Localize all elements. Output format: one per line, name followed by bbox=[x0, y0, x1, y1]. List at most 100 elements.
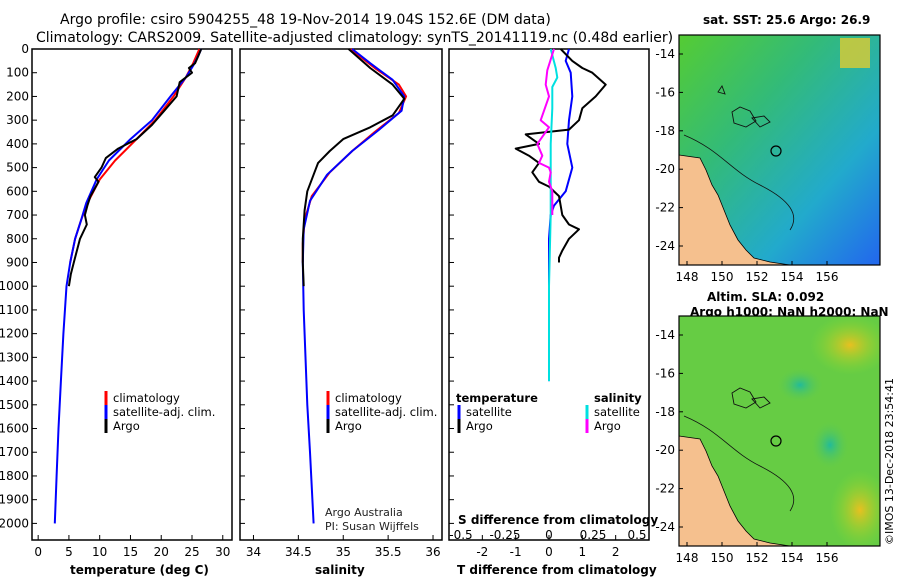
difference-tick-labels: -2 -1 0 1 2 -0.5 -0.25 0 0.25 0.5 bbox=[449, 528, 646, 559]
depth-tick-label: 1900 bbox=[0, 493, 29, 507]
map-y-tick-label: -22 bbox=[655, 201, 675, 215]
map-y-tick-label: -16 bbox=[655, 85, 675, 99]
map-x-tick-label: 152 bbox=[746, 270, 769, 284]
depth-tick-label: 600 bbox=[6, 184, 29, 198]
legend-s-satellite: satellite bbox=[594, 405, 640, 419]
depth-tick-label: 1700 bbox=[0, 445, 29, 459]
salinity-xlabel: salinity bbox=[315, 563, 365, 577]
argo-line bbox=[301, 48, 406, 287]
sst-map-panel: sat. SST: 25.6 Argo: 26.9 148 150 152 154 15… bbox=[655, 13, 881, 284]
sla-high-blob-1 bbox=[810, 316, 880, 375]
map-x-tick-label: 150 bbox=[711, 270, 734, 284]
sst-map-tick-labels: 148 150 152 154 156 -14 -16 -18 -20 -22 -24 bbox=[655, 47, 838, 284]
x-tick-label: 35 bbox=[336, 545, 351, 559]
map-y-tick-label: -14 bbox=[655, 47, 675, 61]
map-x-tick-label: 156 bbox=[816, 551, 839, 565]
sla-map-frame bbox=[678, 315, 881, 547]
temperature-legend: climatology satellite-adj. clim. Argo bbox=[104, 391, 215, 433]
legend-satellite: satellite-adj. clim. bbox=[113, 405, 215, 419]
map-y-tick-label: -20 bbox=[655, 443, 675, 457]
x-tick-label: 30 bbox=[215, 545, 230, 559]
temperature-axes bbox=[31, 48, 233, 541]
sla-map-panel: Altim. SLA: 0.092 Argo h1000: NaN h2000:… bbox=[655, 290, 888, 565]
temperature-tick-labels: 0 5 10 15 20 25 30 bbox=[34, 535, 230, 559]
x-tick-label: 36 bbox=[425, 545, 440, 559]
map-x-tick-label: 148 bbox=[676, 270, 699, 284]
legend-s-argo: Argo bbox=[594, 419, 621, 433]
depth-tick-label: 1500 bbox=[0, 398, 29, 412]
salinity-series bbox=[301, 48, 408, 524]
map-x-tick-label: 156 bbox=[816, 270, 839, 284]
legend-t-argo: Argo bbox=[466, 419, 493, 433]
map-x-tick-label: 148 bbox=[676, 551, 699, 565]
legend-salinity-heading: salinity bbox=[594, 391, 642, 405]
map-x-tick-label: 154 bbox=[781, 551, 804, 565]
depth-tick-label: 400 bbox=[6, 137, 29, 151]
sla-map-tick-labels: 148 150 152 154 156 -14 -16 -18 -20 -22 -24 bbox=[655, 328, 838, 565]
x-tick-label: -1 bbox=[510, 545, 522, 559]
depth-tick-label: 1000 bbox=[0, 279, 29, 293]
sst-reef-1 bbox=[731, 106, 757, 128]
salinity-legend: climatology satellite-adj. clim. Argo bbox=[326, 391, 437, 433]
difference-panel: -2 -1 0 1 2 -0.5 -0.25 0 0.25 0.5 T difference fr… bbox=[448, 48, 658, 577]
legend-climatology: climatology bbox=[113, 391, 180, 405]
sla-low-blob-1 bbox=[776, 367, 824, 403]
depth-tick-label: 500 bbox=[6, 161, 29, 175]
t-argo-line bbox=[514, 48, 607, 263]
depth-tick-label: 1200 bbox=[0, 327, 29, 341]
map-y-tick-label: -20 bbox=[655, 162, 675, 176]
x-tick-label: 20 bbox=[154, 545, 169, 559]
map-x-tick-label: 154 bbox=[781, 270, 804, 284]
satellite-adj-clim--line bbox=[301, 48, 406, 524]
credit-line-1: Argo Australia bbox=[325, 506, 403, 519]
x-tick-label: 34.5 bbox=[285, 545, 312, 559]
sst-warm-patch bbox=[840, 38, 870, 68]
x-tick-label: 34 bbox=[246, 545, 261, 559]
sst-reef-2 bbox=[751, 115, 771, 128]
sst-map-title: sat. SST: 25.6 Argo: 26.9 bbox=[703, 13, 870, 27]
sst-map-image bbox=[679, 35, 880, 265]
legend-temperature-heading: temperature bbox=[456, 391, 538, 405]
salinity-tick-labels: 34 34.5 35 35.5 36 bbox=[246, 535, 441, 559]
depth-tick-labels: 0 100 200 300 400 500 600 700 800 900 1000 1100 1200… bbox=[0, 42, 454, 530]
depth-tick-label: 100 bbox=[6, 66, 29, 80]
imos-stamp: ©IMOS 13-Dec-2018 23:54:41 bbox=[883, 378, 896, 545]
sla-high-blob-2 bbox=[830, 470, 880, 546]
salinity-panel: 34 34.5 35 35.5 36 salinity climatology sate… bbox=[239, 48, 443, 577]
legend-argo: Argo bbox=[335, 419, 362, 433]
depth-tick-label: 1400 bbox=[0, 374, 29, 388]
map-y-tick-label: -24 bbox=[655, 520, 675, 534]
s-argo-line bbox=[536, 48, 555, 215]
sla-reef-1 bbox=[731, 387, 757, 409]
temperature-xlabel: temperature (deg C) bbox=[70, 563, 209, 577]
s-difference-label: S difference from climatology bbox=[458, 513, 658, 527]
s-diff-tick-label: -0.5 bbox=[449, 528, 472, 542]
climatology-line bbox=[301, 48, 408, 263]
sla-map-title-1: Altim. SLA: 0.092 bbox=[707, 290, 824, 304]
title-line-1: Argo profile: csiro 5904255_48 19-Nov-20… bbox=[60, 12, 551, 28]
sla-map-image bbox=[679, 316, 880, 546]
depth-tick-label: 1300 bbox=[0, 350, 29, 364]
x-tick-label: 0 bbox=[34, 545, 42, 559]
map-y-tick-label: -14 bbox=[655, 328, 675, 342]
temperature-panel: 0100200300400500600700800900100011001200… bbox=[0, 42, 454, 577]
sla-reef-2 bbox=[751, 396, 771, 409]
depth-tick-label: 800 bbox=[6, 232, 29, 246]
sla-argo-position bbox=[770, 435, 782, 447]
depth-tick-label: 900 bbox=[6, 255, 29, 269]
sst-map-frame bbox=[678, 34, 881, 266]
sst-isobath bbox=[683, 134, 795, 231]
sla-low-blob-2 bbox=[810, 420, 850, 470]
depth-tick-label: 1100 bbox=[0, 303, 29, 317]
sla-isobath bbox=[683, 415, 795, 512]
x-tick-label: 1 bbox=[579, 545, 587, 559]
x-tick-label: 0 bbox=[545, 545, 553, 559]
legend-t-satellite: satellite bbox=[466, 405, 512, 419]
depth-tick-label: 1800 bbox=[0, 469, 29, 483]
legend-satellite: satellite-adj. clim. bbox=[335, 405, 437, 419]
depth-tick-label: 300 bbox=[6, 113, 29, 127]
map-y-tick-label: -16 bbox=[655, 366, 675, 380]
legend-argo: Argo bbox=[113, 419, 140, 433]
s-diff-tick-label: -0.25 bbox=[489, 528, 520, 542]
